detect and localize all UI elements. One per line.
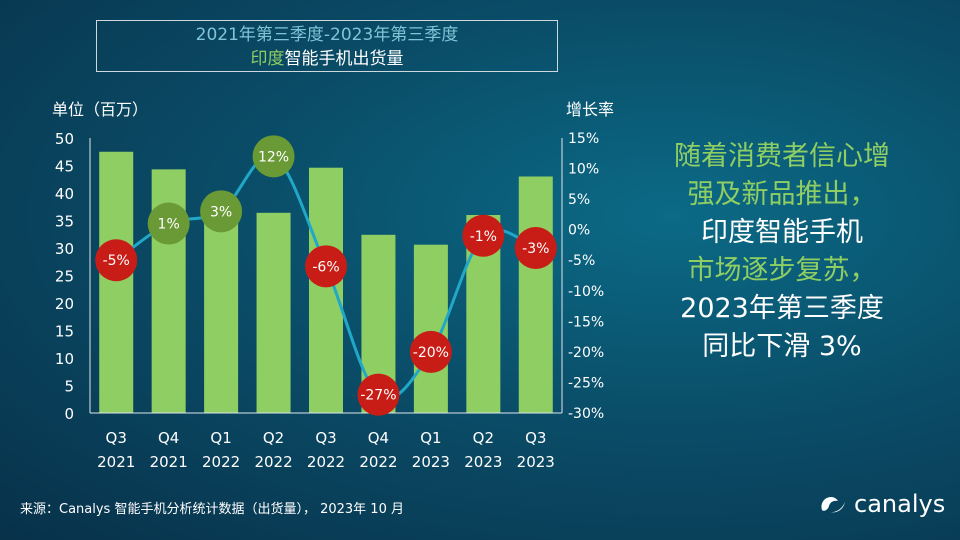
y2-tick-label: 15%: [568, 131, 599, 147]
bar-3: [256, 212, 291, 413]
y-tick-label: 35: [55, 213, 74, 231]
x-tick-label: 2021: [97, 453, 135, 471]
x-tick-label: 2023: [517, 453, 555, 471]
x-tick-label: 2022: [254, 453, 292, 471]
y-tick-label: 15: [55, 323, 74, 341]
growth-label: -6%: [312, 259, 339, 275]
growth-label: 1%: [158, 217, 180, 233]
x-tick-label: 2022: [202, 453, 240, 471]
y2-tick-label: -30%: [568, 406, 604, 422]
bar-8: [518, 176, 553, 413]
y2-tick-label: -25%: [568, 375, 604, 391]
summary-line-3: 印度智能手机: [701, 217, 863, 248]
y-tick-label: 0: [64, 405, 74, 423]
summary-line-6: 同比下滑 3%: [702, 331, 862, 362]
x-tick-label: 2023: [464, 453, 502, 471]
right-axis-title: 增长率: [566, 100, 615, 119]
growth-label: -5%: [103, 253, 130, 269]
y-tick-label: 20: [55, 295, 74, 313]
x-tick-label: Q1: [420, 429, 441, 447]
x-tick-label: Q2: [473, 429, 494, 447]
y-tick-label: 40: [55, 185, 74, 203]
growth-bubble: [95, 239, 138, 282]
x-tick-label: Q2: [263, 429, 284, 447]
growth-label: -3%: [522, 241, 549, 257]
y-tick-label: 25: [55, 268, 74, 286]
growth-bubble: [514, 227, 557, 269]
growth-bubble: [252, 135, 295, 178]
canalys-logo-icon: [821, 497, 845, 513]
y-tick-label: 30: [55, 240, 74, 258]
growth-bubble: [200, 190, 243, 233]
bar-0: [99, 151, 134, 413]
x-tick-label: Q1: [210, 429, 231, 447]
x-tick-label: Q4: [368, 429, 389, 447]
x-tick-label: Q4: [158, 429, 179, 447]
y-tick-label: 45: [55, 158, 74, 176]
growth-bubble: [462, 214, 505, 257]
summary-line-4: 市场逐步复苏，: [687, 255, 877, 286]
source-footer: 来源：Canalys 智能手机分析统计数据（出货量）， 2023年 10 月: [20, 502, 404, 517]
growth-label: 12%: [258, 149, 289, 165]
growth-bubble: [409, 330, 452, 373]
x-tick-label: Q3: [106, 429, 127, 447]
growth-bubble: [305, 245, 347, 288]
x-tick-label: Q3: [525, 429, 546, 447]
axes-layer: [89, 138, 563, 414]
growth-bubble: [357, 373, 400, 416]
chart-title-country: 印度: [250, 49, 285, 69]
growth-label: -1%: [470, 229, 497, 245]
summary-line-5: 2023年第三季度: [680, 293, 884, 324]
x-tick-label: 2022: [307, 453, 345, 471]
summary-line-2: 强及新品推出，: [687, 179, 877, 210]
summary-line-1: 随着消费者信心增: [674, 141, 890, 172]
y2-tick-label: -5%: [568, 253, 595, 269]
growth-bubbles-layer: -5% 1% 3% 12% -6% -27% -20% -1% -3%: [95, 135, 557, 416]
bar-2: [204, 205, 239, 413]
bar-4: [309, 167, 343, 413]
growth-label: -27%: [360, 388, 396, 404]
logo-text: canalys: [854, 490, 946, 518]
y2-tick-label: 10%: [568, 162, 599, 178]
x-tick-label: 2021: [150, 453, 188, 471]
growth-label: -20%: [413, 345, 449, 361]
chart-title-box: 2021年第三季度-2023年第三季度 印度智能手机出货量: [96, 20, 558, 72]
chart-title-subject: 智能手机出货量: [284, 49, 404, 69]
x-tick-label: 2022: [359, 453, 397, 471]
chart-title-line1: 2021年第三季度-2023年第三季度: [195, 25, 459, 45]
x-tick-label: Q3: [315, 429, 336, 447]
y2-tick-label: 5%: [568, 192, 590, 208]
growth-label: 3%: [210, 204, 232, 220]
y2-tick-label: -20%: [568, 345, 604, 361]
y2-tick-label: -10%: [568, 284, 604, 300]
y-tick-label: 5: [64, 378, 74, 396]
chart-title-line2: 印度智能手机出货量: [97, 47, 557, 71]
y2-tick-label: 0%: [568, 223, 590, 239]
y2-tick-label: -15%: [568, 314, 604, 330]
left-axis-title: 单位（百万）: [52, 100, 149, 119]
tick-labels-layer: 0 5 10 15 20 25 30 35 40 45 50 -30% -25% -20% -15% -10%…: [55, 130, 604, 471]
canalys-logo: canalys: [818, 490, 945, 518]
y-tick-label: 10: [55, 350, 74, 368]
summary-text: 随着消费者信心增 强及新品推出， 印度智能手机 市场逐步复苏， 2023年第三季…: [632, 138, 932, 366]
y-tick-label: 50: [55, 130, 74, 148]
x-tick-label: 2023: [412, 453, 450, 471]
growth-bubble: [147, 202, 190, 245]
